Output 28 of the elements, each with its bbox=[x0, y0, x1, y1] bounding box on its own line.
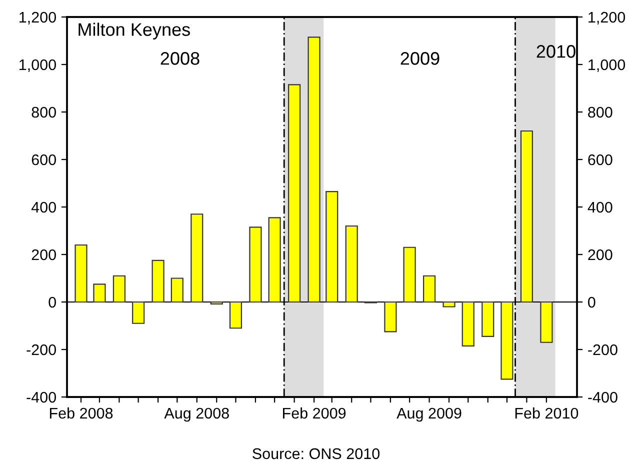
y2-tick-label: 1,200 bbox=[588, 12, 626, 24]
annotation: 2010 bbox=[536, 45, 576, 58]
y-tick-label: 1,000 bbox=[20, 59, 56, 72]
annotation: 2008 bbox=[160, 52, 200, 65]
y-tick-label: 600 bbox=[32, 154, 56, 166]
y2-tick-label: 1,000 bbox=[588, 59, 626, 72]
y-tick-label: -200 bbox=[26, 344, 56, 356]
y2-tick-label: 400 bbox=[588, 202, 612, 213]
x-tick-label: Feb 2010 bbox=[515, 407, 578, 419]
y2-tick-label: -200 bbox=[588, 344, 618, 356]
annotation: 2009 bbox=[400, 52, 440, 65]
y-tick-label: 0 bbox=[48, 296, 56, 308]
y-tick-label: 200 bbox=[32, 249, 56, 260]
x-tick-label: Feb 2008 bbox=[50, 407, 113, 419]
y-tick-label: 1,200 bbox=[20, 12, 56, 24]
y2-tick-label: 600 bbox=[588, 154, 612, 166]
y-tick-label: -400 bbox=[26, 392, 56, 403]
source-note: Source: ONS 2010 bbox=[252, 448, 380, 460]
chart-title: Milton Keynes bbox=[78, 22, 190, 40]
y-tick-label: 400 bbox=[31, 202, 56, 213]
x-tick-label: Feb 2009 bbox=[283, 407, 346, 419]
y2-tick-label: 0 bbox=[588, 296, 596, 308]
x-tick-label: Aug 2009 bbox=[396, 408, 462, 422]
y-tick-label: 800 bbox=[32, 106, 56, 118]
y2-tick-label: 200 bbox=[588, 249, 612, 260]
y2-tick-label: -400 bbox=[588, 392, 618, 403]
y2-tick-label: 800 bbox=[588, 106, 612, 118]
x-tick-label: Aug 2008 bbox=[164, 408, 229, 422]
